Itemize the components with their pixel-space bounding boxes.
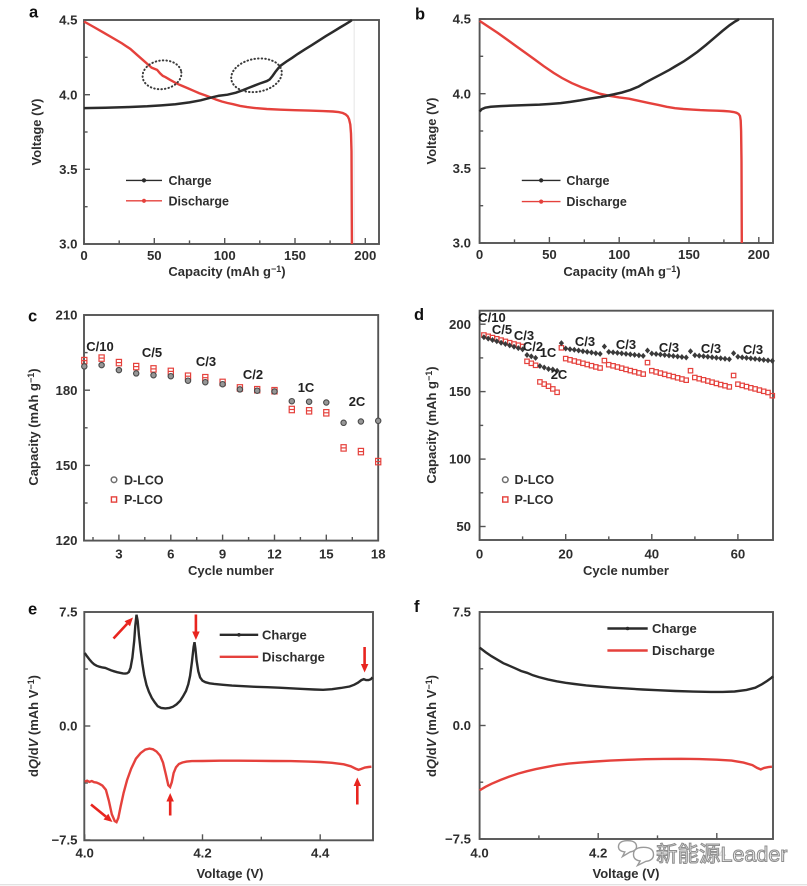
- svg-text:180: 180: [55, 383, 77, 398]
- svg-text:150: 150: [449, 384, 471, 399]
- svg-text:7.5: 7.5: [453, 605, 471, 620]
- svg-text:18: 18: [371, 546, 386, 561]
- svg-text:Discharge: Discharge: [262, 650, 325, 665]
- svg-text:C/5: C/5: [492, 322, 512, 337]
- svg-text:7.5: 7.5: [59, 605, 77, 620]
- svg-text:200: 200: [354, 248, 376, 263]
- svg-text:4.5: 4.5: [59, 13, 77, 28]
- svg-text:C/3: C/3: [743, 342, 763, 357]
- svg-text:150: 150: [284, 248, 306, 263]
- svg-text:C/3: C/3: [196, 354, 216, 369]
- svg-text:0: 0: [476, 247, 483, 262]
- svg-text:150: 150: [55, 458, 77, 473]
- svg-text:100: 100: [214, 248, 236, 263]
- svg-text:C/10: C/10: [86, 339, 113, 354]
- svg-text:3.0: 3.0: [59, 237, 77, 252]
- svg-text:−7.5: −7.5: [51, 833, 77, 848]
- svg-text:新能源Leader: 新能源Leader: [656, 843, 787, 867]
- svg-text:Capacity (mAh g−1): Capacity (mAh g−1): [563, 264, 680, 279]
- svg-text:b: b: [415, 6, 425, 24]
- svg-text:Discharge: Discharge: [652, 643, 715, 658]
- svg-text:dQ/dV (mAh V−1): dQ/dV (mAh V−1): [424, 675, 439, 777]
- svg-text:Discharge: Discharge: [169, 194, 229, 208]
- svg-text:150: 150: [678, 247, 700, 262]
- svg-text:3.5: 3.5: [59, 162, 77, 177]
- svg-text:Capacity (mAh g−1): Capacity (mAh g−1): [424, 366, 439, 483]
- svg-text:Capacity (mAh g−1): Capacity (mAh g−1): [26, 368, 41, 485]
- svg-text:D-LCO: D-LCO: [124, 473, 164, 487]
- svg-text:15: 15: [319, 546, 334, 561]
- svg-text:2C: 2C: [349, 394, 366, 409]
- svg-text:C/2: C/2: [243, 367, 263, 382]
- svg-text:3: 3: [115, 546, 122, 561]
- svg-text:2C: 2C: [551, 367, 568, 382]
- svg-text:C/2: C/2: [523, 339, 543, 354]
- svg-text:0.0: 0.0: [59, 719, 77, 734]
- svg-text:Voltage (V): Voltage (V): [197, 866, 264, 881]
- svg-text:Charge: Charge: [169, 174, 212, 188]
- svg-text:c: c: [28, 308, 37, 326]
- svg-text:4.2: 4.2: [193, 846, 211, 861]
- svg-text:f: f: [414, 598, 420, 616]
- svg-text:60: 60: [731, 546, 746, 561]
- svg-text:4.0: 4.0: [59, 87, 77, 102]
- svg-text:dQ/dV (mAh V−1): dQ/dV (mAh V−1): [26, 675, 41, 777]
- svg-text:3.0: 3.0: [453, 236, 471, 251]
- svg-text:1C: 1C: [540, 345, 557, 360]
- svg-text:−7.5: −7.5: [445, 832, 471, 847]
- svg-text:C/3: C/3: [514, 328, 534, 343]
- svg-text:C/5: C/5: [142, 345, 162, 360]
- svg-text:Discharge: Discharge: [566, 195, 626, 209]
- svg-text:3.5: 3.5: [453, 161, 471, 176]
- svg-text:P-LCO: P-LCO: [515, 493, 554, 507]
- svg-text:4.0: 4.0: [470, 846, 488, 861]
- svg-text:Voltage (V): Voltage (V): [424, 98, 439, 165]
- svg-text:C/3: C/3: [659, 340, 679, 355]
- svg-text:a: a: [29, 4, 39, 22]
- svg-text:6: 6: [167, 546, 174, 561]
- svg-text:新能源Leader: 新能源Leader: [656, 843, 787, 867]
- svg-text:Voltage (V): Voltage (V): [29, 99, 44, 166]
- svg-text:12: 12: [267, 546, 282, 561]
- svg-text:0.0: 0.0: [453, 718, 471, 733]
- svg-text:210: 210: [55, 308, 77, 323]
- svg-text:50: 50: [147, 248, 162, 263]
- svg-text:Capacity (mAh g−1): Capacity (mAh g−1): [168, 264, 285, 279]
- svg-text:9: 9: [219, 546, 226, 561]
- svg-text:100: 100: [449, 452, 471, 467]
- svg-text:200: 200: [449, 317, 471, 332]
- svg-text:Voltage (V): Voltage (V): [593, 866, 660, 881]
- svg-text:Charge: Charge: [566, 174, 609, 188]
- svg-text:50: 50: [542, 247, 557, 262]
- svg-text:e: e: [28, 601, 37, 619]
- svg-text:C/3: C/3: [616, 337, 636, 352]
- svg-text:C/3: C/3: [575, 334, 595, 349]
- svg-text:Charge: Charge: [262, 628, 307, 643]
- svg-text:4.5: 4.5: [453, 12, 471, 27]
- svg-text:120: 120: [55, 533, 77, 548]
- svg-text:Cycle number: Cycle number: [583, 563, 669, 578]
- svg-text:1C: 1C: [298, 380, 315, 395]
- svg-text:40: 40: [644, 546, 659, 561]
- svg-text:4.2: 4.2: [589, 846, 607, 861]
- svg-text:200: 200: [748, 247, 770, 262]
- svg-text:0: 0: [80, 248, 87, 263]
- svg-text:D-LCO: D-LCO: [515, 473, 555, 487]
- svg-text:4.4: 4.4: [311, 846, 330, 861]
- svg-text:0: 0: [476, 546, 483, 561]
- svg-text:4.0: 4.0: [453, 86, 471, 101]
- svg-text:C/3: C/3: [701, 341, 721, 356]
- svg-text:Cycle number: Cycle number: [188, 563, 274, 578]
- svg-text:d: d: [414, 306, 424, 324]
- svg-text:4.4: 4.4: [708, 846, 727, 861]
- svg-text:4.0: 4.0: [76, 846, 94, 861]
- svg-text:P-LCO: P-LCO: [124, 493, 163, 507]
- svg-text:20: 20: [558, 546, 573, 561]
- svg-text:Charge: Charge: [652, 621, 697, 636]
- svg-text:100: 100: [608, 247, 630, 262]
- svg-text:C/10: C/10: [478, 310, 505, 325]
- svg-text:50: 50: [456, 519, 471, 534]
